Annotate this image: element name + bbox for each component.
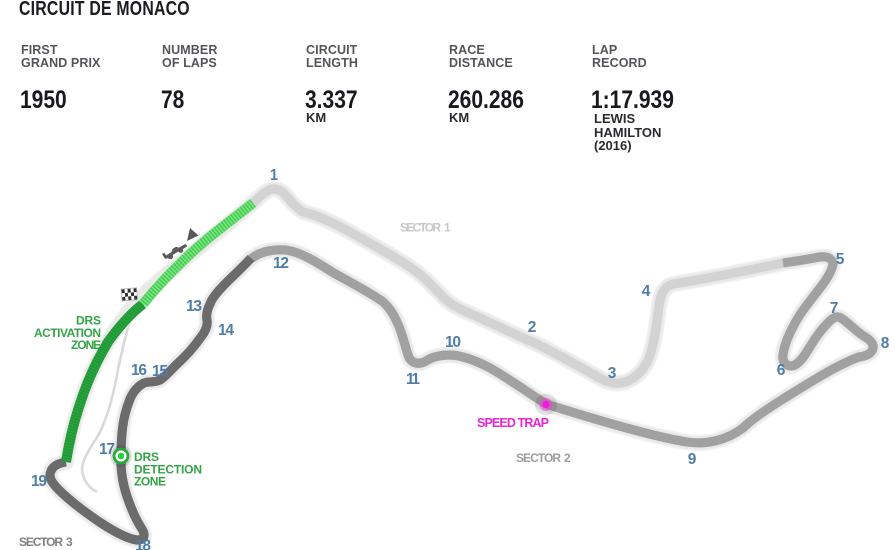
svg-text:SPEED TRAP: SPEED TRAP xyxy=(477,416,549,430)
svg-text:16: 16 xyxy=(131,362,147,379)
svg-text:12: 12 xyxy=(273,255,289,272)
svg-text:SECTOR: SECTOR xyxy=(400,221,441,235)
svg-text:17: 17 xyxy=(99,441,115,458)
svg-text:SECTOR: SECTOR xyxy=(19,535,63,549)
svg-text:7: 7 xyxy=(830,300,839,317)
svg-text:9: 9 xyxy=(688,451,697,468)
svg-text:4: 4 xyxy=(642,283,651,300)
svg-text:3: 3 xyxy=(608,365,617,382)
svg-text:ZONE: ZONE xyxy=(71,338,101,352)
svg-text:DRS: DRS xyxy=(76,314,101,328)
svg-text:6: 6 xyxy=(777,362,786,379)
svg-text:13: 13 xyxy=(186,298,202,315)
svg-text:ZONE: ZONE xyxy=(134,475,166,489)
svg-text:15: 15 xyxy=(152,363,168,380)
svg-text:8: 8 xyxy=(881,335,890,352)
svg-text:10: 10 xyxy=(445,334,461,351)
svg-text:19: 19 xyxy=(31,473,47,490)
svg-text:3: 3 xyxy=(66,535,73,549)
svg-text:SECTOR: SECTOR xyxy=(516,451,561,465)
svg-text:ACTIVATION: ACTIVATION xyxy=(34,326,101,340)
svg-text:DETECTION: DETECTION xyxy=(134,463,202,477)
svg-text:18: 18 xyxy=(135,538,151,550)
svg-text:1: 1 xyxy=(444,221,451,235)
svg-text:5: 5 xyxy=(836,251,845,268)
svg-text:2: 2 xyxy=(528,319,537,336)
svg-text:1: 1 xyxy=(270,167,278,184)
svg-text:2: 2 xyxy=(564,451,571,465)
svg-text:14: 14 xyxy=(218,322,234,339)
svg-text:11: 11 xyxy=(406,371,420,388)
svg-text:DRS: DRS xyxy=(134,450,159,464)
